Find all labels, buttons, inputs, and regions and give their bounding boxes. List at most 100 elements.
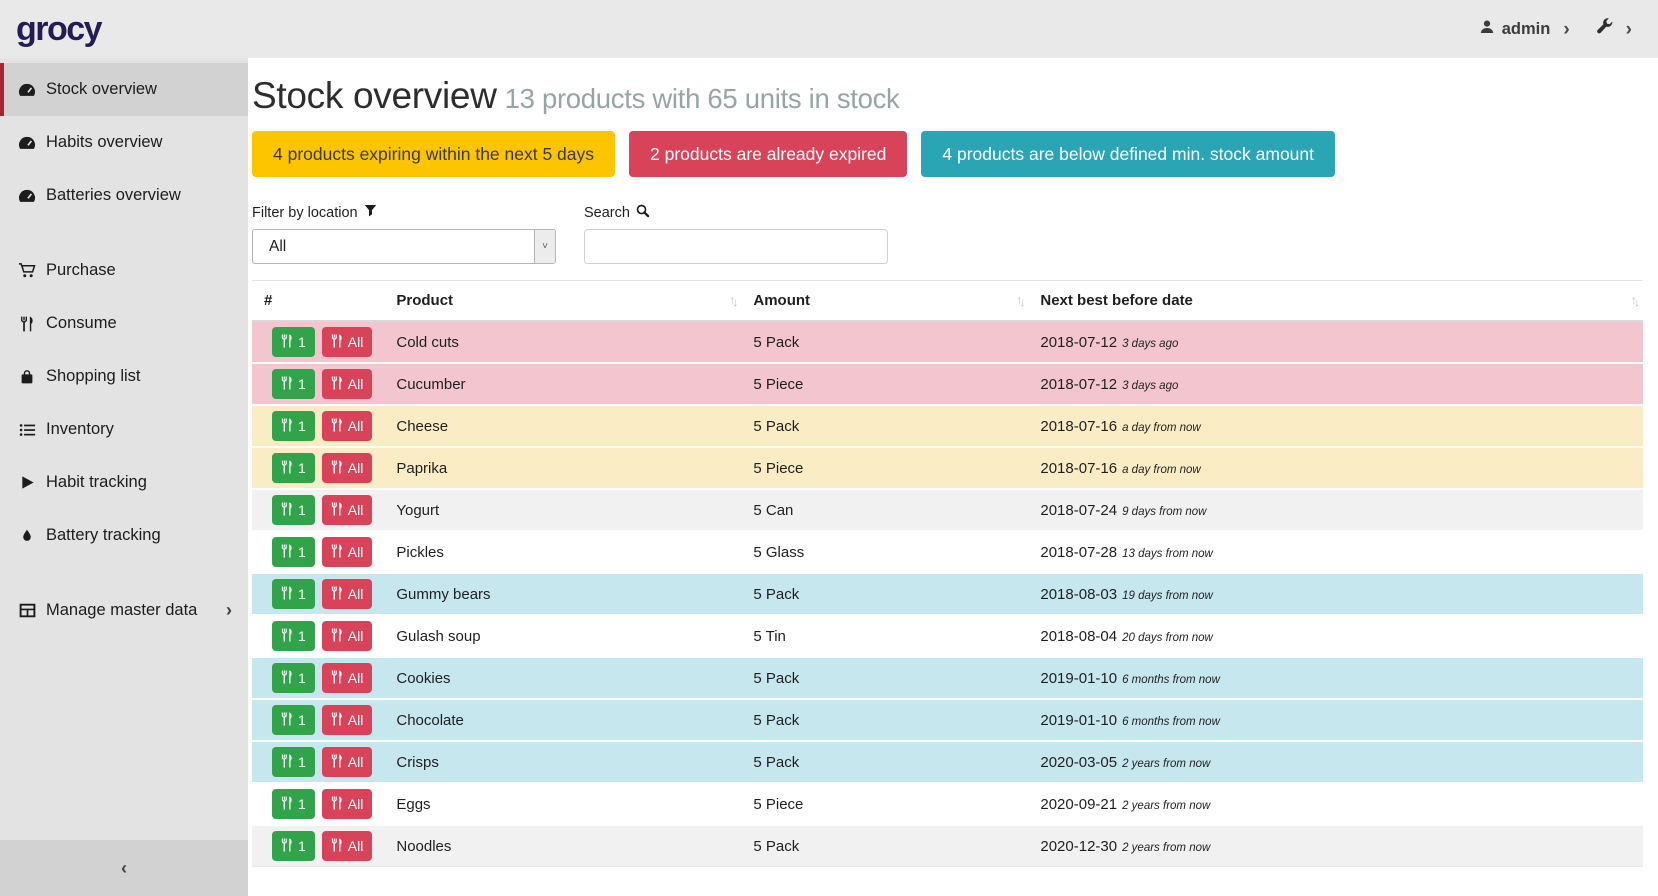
location-filter-select[interactable]: All ˅ <box>252 229 556 264</box>
sidebar-item-habits-overview[interactable]: Habits overview <box>0 116 248 169</box>
consume-all-button[interactable]: All <box>322 537 373 567</box>
consume-one-button[interactable]: 1 <box>272 579 315 609</box>
consume-all-button[interactable]: All <box>322 789 373 819</box>
sidebar-nav: Stock overview Habits overview Batteries… <box>0 58 248 637</box>
best-before-cell: 2018-08-0420 days from now <box>1028 615 1643 657</box>
sidebar-item-label: Battery tracking <box>46 526 161 545</box>
utensils-icon <box>331 712 343 729</box>
best-before-relative: 9 days from now <box>1122 506 1206 518</box>
table-row: 1AllGummy bears5 Pack2018-08-0319 days f… <box>252 573 1643 615</box>
product-name-cell: Pickles <box>384 531 741 573</box>
consume-all-button[interactable]: All <box>322 327 373 357</box>
consume-all-button[interactable]: All <box>322 621 373 651</box>
consume-one-button[interactable]: 1 <box>272 327 315 357</box>
chevron-right-icon[interactable]: › <box>1563 20 1569 39</box>
consume-one-button[interactable]: 1 <box>272 411 315 441</box>
amount-cell: 5 Pack <box>741 825 1028 867</box>
expired-products-alert[interactable]: 2 products are already expired <box>629 131 907 177</box>
best-before-cell: 2018-07-249 days from now <box>1028 489 1643 531</box>
row-actions-cell: 1All <box>252 741 384 783</box>
column-header-product[interactable]: Product ↑↓ <box>384 281 741 322</box>
best-before-relative: 2 years from now <box>1122 800 1210 812</box>
consume-one-button[interactable]: 1 <box>272 369 315 399</box>
utensils-icon <box>331 334 343 351</box>
utensils-icon <box>331 586 343 603</box>
sidebar-item-habit-tracking[interactable]: Habit tracking <box>0 456 248 509</box>
table-row: 1AllCold cuts5 Pack2018-07-123 days ago <box>252 321 1643 363</box>
settings-menu[interactable] <box>1596 18 1613 40</box>
consume-all-button[interactable]: All <box>322 747 373 777</box>
sidebar-collapse-button[interactable]: ‹ <box>0 840 248 896</box>
column-header-label: Amount <box>753 292 810 309</box>
product-name-cell: Eggs <box>384 783 741 825</box>
best-before-cell: 2020-12-302 years from now <box>1028 825 1643 867</box>
sidebar-item-battery-tracking[interactable]: Battery tracking <box>0 509 248 562</box>
consume-one-button[interactable]: 1 <box>272 789 315 819</box>
row-actions-cell: 1All <box>252 573 384 615</box>
consume-one-button[interactable]: 1 <box>272 537 315 567</box>
utensils-icon <box>281 838 293 855</box>
search-input[interactable] <box>584 229 888 264</box>
sidebar-item-inventory[interactable]: Inventory <box>0 403 248 456</box>
sort-icon[interactable]: ↑↓ <box>1016 293 1022 307</box>
consume-all-button[interactable]: All <box>322 705 373 735</box>
chevron-right-icon[interactable]: › <box>1626 20 1632 39</box>
best-before-cell: 2018-07-16a day from now <box>1028 405 1643 447</box>
column-header-date[interactable]: Next best before date ↑↓ <box>1028 281 1643 322</box>
amount-cell: 5 Piece <box>741 363 1028 405</box>
best-before-date: 2020-09-21 <box>1040 796 1117 813</box>
sidebar-item-shopping-list[interactable]: Shopping list <box>0 350 248 403</box>
consume-all-button[interactable]: All <box>322 453 373 483</box>
sidebar-item-consume[interactable]: Consume <box>0 297 248 350</box>
consume-one-button[interactable]: 1 <box>272 705 315 735</box>
column-header-label: Next best before date <box>1040 292 1193 309</box>
consume-all-button[interactable]: All <box>322 411 373 441</box>
product-name-cell: Crisps <box>384 741 741 783</box>
product-name-cell: Gulash soup <box>384 615 741 657</box>
sidebar-item-purchase[interactable]: Purchase <box>0 244 248 297</box>
best-before-date: 2018-07-28 <box>1040 544 1117 561</box>
table-icon <box>17 603 37 618</box>
consume-all-button[interactable]: All <box>322 579 373 609</box>
utensils-icon <box>331 418 343 435</box>
user-menu[interactable]: admin <box>1479 19 1551 40</box>
column-header-amount[interactable]: Amount ↑↓ <box>741 281 1028 322</box>
consume-one-button[interactable]: 1 <box>272 621 315 651</box>
page-title: Stock overview13 products with 65 units … <box>252 75 1643 117</box>
best-before-relative: a day from now <box>1122 464 1201 476</box>
product-name-cell: Noodles <box>384 825 741 867</box>
consume-all-button[interactable]: All <box>322 663 373 693</box>
sort-icon[interactable]: ↑↓ <box>1631 293 1637 307</box>
filter-icon <box>364 204 377 222</box>
consume-one-button[interactable]: 1 <box>272 831 315 861</box>
consume-one-button[interactable]: 1 <box>272 453 315 483</box>
tachometer-icon <box>17 82 37 98</box>
grocy-logo[interactable]: grocy <box>16 10 101 49</box>
utensils-icon <box>331 754 343 771</box>
consume-all-button[interactable]: All <box>322 495 373 525</box>
best-before-date: 2019-01-10 <box>1040 670 1117 687</box>
filters-row: Filter by location All ˅ Search <box>252 204 1643 264</box>
consume-one-button[interactable]: 1 <box>272 495 315 525</box>
best-before-relative: 6 months from now <box>1122 674 1220 686</box>
best-before-cell: 2018-07-2813 days from now <box>1028 531 1643 573</box>
consume-one-button[interactable]: 1 <box>272 663 315 693</box>
table-header-row: # Product ↑↓ Amount ↑↓ Next best before … <box>252 281 1643 322</box>
amount-cell: 5 Tin <box>741 615 1028 657</box>
amount-cell: 5 Glass <box>741 531 1028 573</box>
consume-all-button[interactable]: All <box>322 369 373 399</box>
chevron-left-icon: ‹ <box>121 858 127 879</box>
utensils-icon <box>331 796 343 813</box>
expiring-products-alert[interactable]: 4 products expiring within the next 5 da… <box>252 131 615 177</box>
sort-icon[interactable]: ↑↓ <box>729 293 735 307</box>
page-title-text: Stock overview <box>252 75 497 116</box>
sidebar-item-manage-master-data[interactable]: Manage master data › <box>0 584 248 637</box>
sidebar-item-batteries-overview[interactable]: Batteries overview <box>0 169 248 222</box>
sidebar-item-label: Consume <box>46 314 117 333</box>
sidebar-item-stock-overview[interactable]: Stock overview <box>0 63 248 116</box>
table-row: 1AllChocolate5 Pack2019-01-106 months fr… <box>252 699 1643 741</box>
consume-all-button[interactable]: All <box>322 831 373 861</box>
utensils-icon <box>331 460 343 477</box>
consume-one-button[interactable]: 1 <box>272 747 315 777</box>
below-min-stock-alert[interactable]: 4 products are below defined min. stock … <box>921 131 1335 177</box>
